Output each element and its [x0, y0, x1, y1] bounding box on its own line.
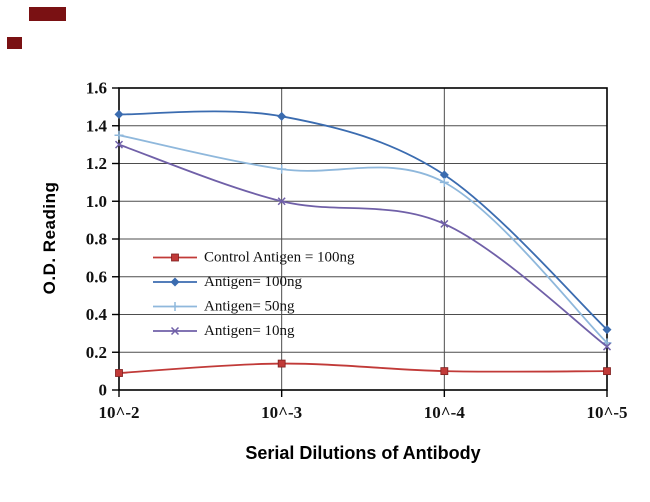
legend-marker — [170, 302, 180, 311]
y-axis-title: O.D. Reading — [40, 181, 59, 295]
data-point-marker — [602, 342, 612, 351]
series-line — [118, 110, 608, 331]
plot-border — [118, 87, 608, 391]
logo-fragment-left — [7, 37, 22, 49]
legend-label: Antigen= 50ng — [204, 299, 295, 315]
x-tick-label: 10^-2 — [98, 403, 139, 422]
data-point-marker — [114, 140, 124, 149]
y-tick-label: 1.6 — [86, 79, 107, 98]
y-tick-label: 1.4 — [86, 116, 108, 135]
data-point-marker — [277, 197, 286, 206]
series-line — [118, 362, 608, 374]
logo-fragment-top — [29, 7, 66, 21]
legend-label: Antigen= 10ng — [204, 323, 295, 339]
data-point-marker — [440, 367, 449, 376]
y-tick-label: 0.6 — [86, 267, 107, 286]
data-point-marker — [440, 219, 449, 228]
data-point-marker — [603, 367, 611, 376]
series-line — [118, 143, 608, 348]
legend-marker — [170, 277, 180, 287]
x-tick-label: 10^-5 — [586, 403, 627, 422]
data-point-marker — [114, 130, 124, 140]
x-axis-title: Serial Dilutions of Antibody — [245, 443, 481, 463]
data-point-marker — [114, 109, 124, 119]
x-tick-label: 10^-4 — [424, 403, 466, 422]
legend-marker — [170, 326, 180, 336]
y-tick-label: 0.4 — [86, 305, 108, 324]
y-tick-label: 0.2 — [86, 343, 107, 362]
legend-item: Control Antigen = 100ng — [153, 250, 355, 266]
data-point-marker — [439, 177, 449, 187]
legend-marker — [171, 253, 179, 262]
data-point-marker — [277, 359, 286, 368]
series-line — [118, 134, 608, 344]
data-point-marker — [277, 111, 287, 121]
data-point-marker — [115, 369, 123, 377]
data-point-marker — [277, 164, 287, 174]
legend-label: Control Antigen = 100ng — [204, 250, 355, 266]
y-tick-label: 0.8 — [86, 230, 107, 249]
y-tick-label: 0 — [99, 381, 108, 400]
x-tick-label: 10^-3 — [261, 403, 302, 422]
y-tick-label: 1.2 — [86, 154, 107, 173]
legend-label: Antigen= 100ng — [204, 274, 303, 290]
data-point-marker — [602, 325, 612, 335]
y-tick-label: 1.0 — [86, 192, 107, 211]
data-point-marker — [439, 170, 449, 180]
